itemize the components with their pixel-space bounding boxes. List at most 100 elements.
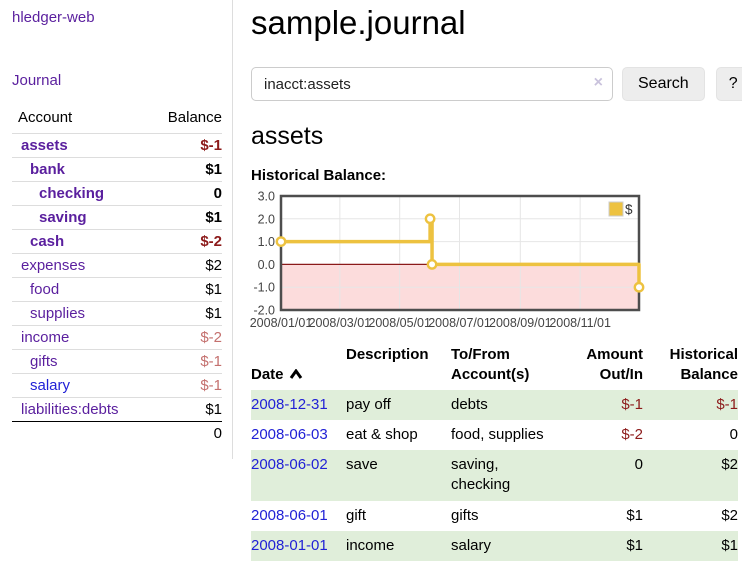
txn-balance-cell: $-1	[643, 390, 738, 420]
column-header-accounts: To/From Account(s)	[451, 345, 561, 390]
txn-date-link[interactable]: 2008-12-31	[251, 396, 328, 413]
txn-description-cell: save	[346, 450, 451, 501]
svg-text:0.0: 0.0	[258, 258, 275, 272]
clear-search-icon[interactable]: ×	[594, 74, 603, 92]
column-header-date[interactable]: Date	[251, 345, 346, 390]
txn-accounts-cell: gifts	[451, 501, 561, 531]
accounts-list: assets$-1bank$1checking0saving$1cash$-2e…	[12, 133, 222, 421]
search-input[interactable]	[251, 67, 613, 101]
account-row: assets$-1	[12, 133, 222, 157]
account-column-label: Account	[18, 109, 72, 126]
account-row: liabilities:debts $1	[12, 397, 222, 421]
column-header-balance: Historical Balance	[643, 345, 738, 390]
column-header-amount: Amount Out/In	[561, 345, 643, 390]
account-balance: $2	[205, 257, 222, 274]
txn-date-link[interactable]: 2008-06-01	[251, 507, 328, 524]
svg-text:-1.0: -1.0	[253, 281, 275, 295]
sort-ascending-icon	[289, 365, 303, 385]
account-balance: $-1	[200, 353, 222, 370]
txn-date-link[interactable]: 2008-06-03	[251, 426, 328, 443]
account-row: expenses $2	[12, 253, 222, 277]
txn-amount-cell: 0	[561, 450, 643, 501]
account-link-assets[interactable]: assets	[12, 137, 68, 154]
register-table: Date Description To/From Account(s) Amou…	[251, 345, 738, 561]
account-link-checking[interactable]: checking	[12, 185, 104, 202]
txn-date-cell: 2008-06-01	[251, 501, 346, 531]
account-row: bank $1	[12, 157, 222, 181]
register-row: 2008-06-03eat & shopfood, supplies$-20	[251, 420, 738, 450]
txn-balance-cell: 0	[643, 420, 738, 450]
account-balance: $-2	[200, 233, 222, 250]
svg-text:3.0: 3.0	[258, 190, 275, 204]
txn-accounts-cell: debts	[451, 390, 561, 420]
register-row: 2008-01-01incomesalary$1$1	[251, 531, 738, 561]
account-link-saving[interactable]: saving	[12, 209, 87, 226]
txn-date-cell: 2008-12-31	[251, 390, 346, 420]
account-balance: $-2	[200, 329, 222, 346]
historical-balance-chart: $3.02.01.00.0-1.0-2.02008/01/012008/03/0…	[251, 190, 643, 332]
txn-amount-cell: $1	[561, 531, 643, 561]
account-row: checking 0	[12, 181, 222, 205]
brand-link[interactable]: hledger-web	[12, 9, 95, 26]
account-row: gifts $-1	[12, 349, 222, 373]
account-balance: $1	[205, 161, 222, 178]
account-link-supplies[interactable]: supplies	[12, 305, 85, 322]
txn-date-cell: 2008-01-01	[251, 531, 346, 561]
register-row: 2008-06-01 giftgifts$1$2	[251, 501, 738, 531]
account-row: saving $1	[12, 205, 222, 229]
txn-balance-cell: $2	[643, 450, 738, 501]
accounts-table-header: Account Balance	[12, 106, 222, 133]
txn-accounts-cell: saving, checking	[451, 450, 561, 501]
txn-date-link[interactable]: 2008-01-01	[251, 537, 328, 554]
txn-balance-cell: $2	[643, 501, 738, 531]
account-balance: $-1	[200, 377, 222, 394]
accounts-total-value: 0	[214, 425, 222, 442]
chart-label: Historical Balance:	[251, 167, 742, 184]
account-link-salary[interactable]: salary	[12, 377, 70, 394]
account-link-cash[interactable]: cash	[12, 233, 64, 250]
txn-date-cell: 2008-06-02	[251, 450, 346, 501]
register-header-row: Date Description To/From Account(s) Amou…	[251, 345, 738, 390]
register-row: 2008-12-31pay offdebts$-1$-1	[251, 390, 738, 420]
account-balance: $1	[205, 401, 222, 418]
account-balance: $1	[205, 209, 222, 226]
svg-text:2008/09/01: 2008/09/01	[489, 316, 552, 330]
sidebar: hledger-web Journal Account Balance asse…	[0, 0, 233, 459]
sidebar-item-journal[interactable]: Journal	[12, 72, 222, 89]
account-link-food[interactable]: food	[12, 281, 59, 298]
register-rows: 2008-12-31pay offdebts$-1$-12008-06-03ea…	[251, 390, 738, 562]
svg-text:2008/01/01: 2008/01/01	[250, 316, 313, 330]
account-link-bank[interactable]: bank	[12, 161, 65, 178]
account-link-liabilities-debts[interactable]: liabilities:debts	[12, 401, 119, 418]
svg-text:$: $	[625, 202, 633, 217]
page-title: sample.journal	[251, 4, 742, 42]
txn-description-cell: eat & shop	[346, 420, 451, 450]
search-button[interactable]: Search	[622, 67, 705, 101]
txn-description-cell: income	[346, 531, 451, 561]
svg-text:2.0: 2.0	[258, 212, 275, 226]
account-balance: $1	[205, 281, 222, 298]
account-link-gifts[interactable]: gifts	[12, 353, 58, 370]
txn-amount-cell: $1	[561, 501, 643, 531]
txn-description-cell: gift	[346, 501, 451, 531]
txn-date-cell: 2008-06-03	[251, 420, 346, 450]
svg-text:1.0: 1.0	[258, 235, 275, 249]
svg-text:2008/07/01: 2008/07/01	[428, 316, 491, 330]
account-link-expenses[interactable]: expenses	[12, 257, 85, 274]
txn-description-cell: pay off	[346, 390, 451, 420]
svg-text:2008/05/01: 2008/05/01	[368, 316, 431, 330]
account-row: cash $-2	[12, 229, 222, 253]
svg-text:2008/03/01: 2008/03/01	[309, 316, 372, 330]
txn-date-link[interactable]: 2008-06-02	[251, 456, 328, 473]
account-row: food $1	[12, 277, 222, 301]
txn-amount-cell: $-1	[561, 390, 643, 420]
account-row: income $-2	[12, 325, 222, 349]
help-button[interactable]: ?	[716, 67, 742, 101]
balance-column-label: Balance	[168, 109, 222, 126]
account-balance: $1	[205, 305, 222, 322]
accounts-total-row: 0	[12, 421, 222, 445]
txn-amount-cell: $-2	[561, 420, 643, 450]
account-balance: 0	[214, 185, 222, 202]
account-title: assets	[251, 122, 742, 151]
account-link-income[interactable]: income	[12, 329, 69, 346]
